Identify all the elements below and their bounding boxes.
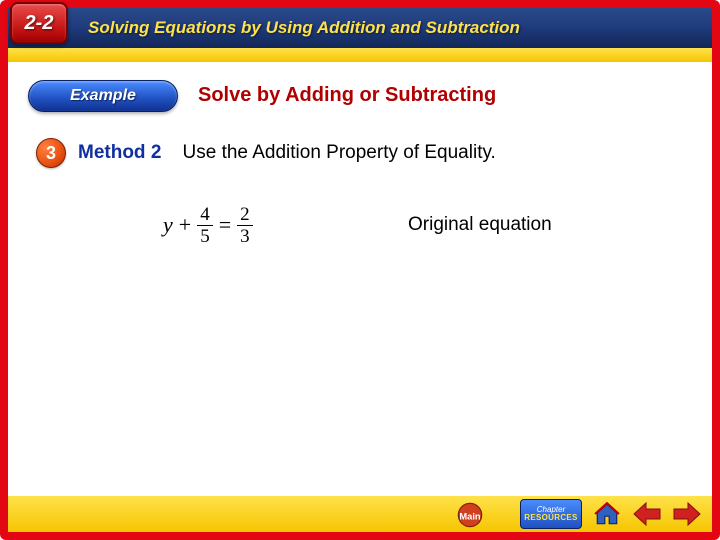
main-idea-icon[interactable]: Main <box>456 501 484 529</box>
fraction-1-num: 4 <box>197 205 213 226</box>
step-number-text: 3 <box>46 143 56 164</box>
header-band: Solving Equations by Using Addition and … <box>8 8 712 48</box>
footer-bar: Main Chapter RESOURCES <box>8 496 712 532</box>
method-label: Method 2 <box>78 142 161 163</box>
header-title: Solving Equations by Using Addition and … <box>88 18 520 38</box>
lesson-number-tab: 2-2 <box>10 2 68 44</box>
equation-op: + <box>179 212 191 238</box>
equation-description: Original equation <box>408 214 552 236</box>
chapter-resources-line2: RESOURCES <box>524 514 577 522</box>
equation: y + 4 5 = 2 3 <box>163 205 253 246</box>
method-line: Method 2 Use the Addition Property of Eq… <box>78 142 496 164</box>
fraction-1-den: 5 <box>197 226 213 246</box>
chapter-resources-button[interactable]: Chapter RESOURCES <box>520 499 582 529</box>
equation-equals: = <box>219 212 231 238</box>
lesson-number-text: 2-2 <box>25 12 54 35</box>
prev-button[interactable] <box>632 501 662 527</box>
equation-variable: y <box>163 212 173 238</box>
method-text: Use the Addition Property of Equality. <box>183 142 496 163</box>
example-pill-label: Example <box>70 87 136 105</box>
yellow-accent-band <box>8 48 712 62</box>
fraction-2-den: 3 <box>237 226 253 246</box>
home-button[interactable] <box>592 500 622 528</box>
svg-text:Main: Main <box>459 512 481 522</box>
equation-row: y + 4 5 = 2 3 Original equation <box>163 200 672 250</box>
fraction-1: 4 5 <box>197 205 213 246</box>
step-number-badge: 3 <box>36 138 66 168</box>
content-area: Example Solve by Adding or Subtracting 3… <box>8 62 712 496</box>
example-pill: Example <box>28 80 178 112</box>
section-title: Solve by Adding or Subtracting <box>198 84 496 107</box>
next-button[interactable] <box>672 501 702 527</box>
fraction-2-num: 2 <box>237 205 253 226</box>
fraction-2: 2 3 <box>237 205 253 246</box>
